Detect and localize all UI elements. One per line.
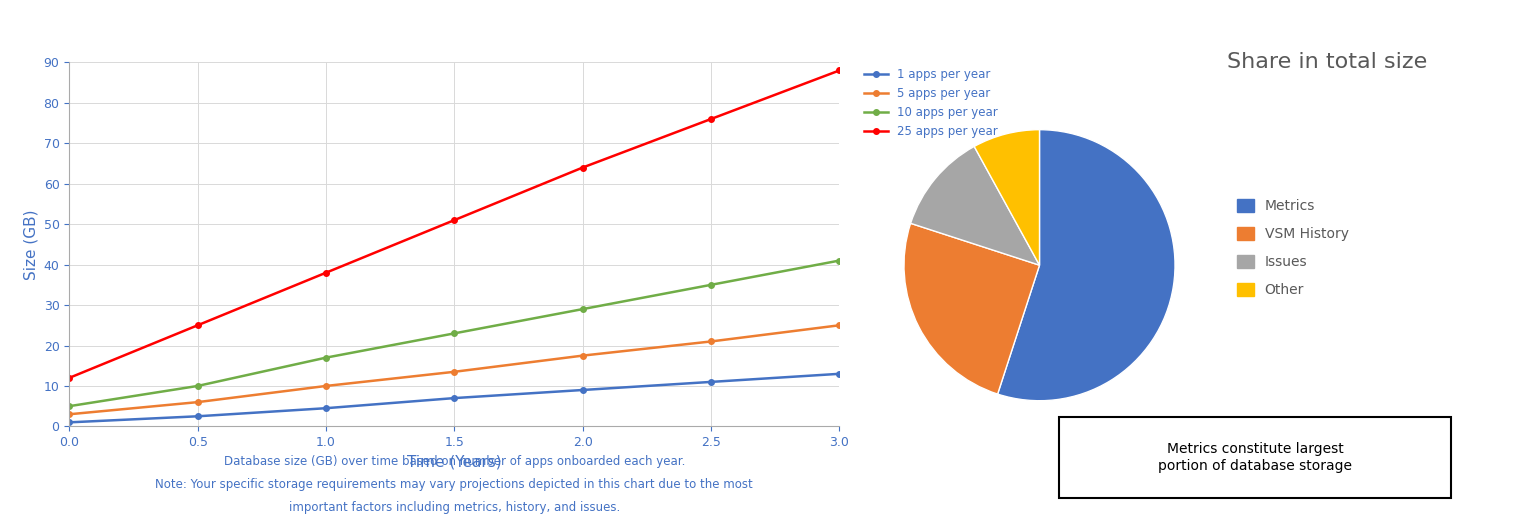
1 apps per year	[830, 371, 849, 377]
Line: 1 apps per year: 1 apps per year	[66, 371, 842, 425]
Title: Share in total size: Share in total size	[1227, 52, 1428, 72]
1 apps per year	[445, 395, 464, 401]
5 apps per year	[60, 411, 79, 418]
Line: 25 apps per year: 25 apps per year	[66, 68, 842, 381]
1 apps per year	[317, 405, 336, 411]
1 apps per year	[188, 413, 206, 420]
Text: important factors including metrics, history, and issues.: important factors including metrics, his…	[288, 501, 621, 514]
5 apps per year	[830, 322, 849, 329]
10 apps per year	[188, 383, 206, 389]
Wedge shape	[910, 147, 1040, 265]
10 apps per year	[317, 355, 336, 361]
FancyBboxPatch shape	[1060, 418, 1451, 498]
10 apps per year	[573, 306, 591, 312]
25 apps per year	[60, 375, 79, 381]
25 apps per year	[445, 217, 464, 223]
5 apps per year	[188, 399, 206, 405]
5 apps per year	[573, 353, 591, 359]
10 apps per year	[830, 257, 849, 264]
10 apps per year	[445, 330, 464, 336]
10 apps per year	[60, 403, 79, 409]
Wedge shape	[998, 129, 1175, 401]
Line: 10 apps per year: 10 apps per year	[66, 258, 842, 409]
5 apps per year	[317, 383, 336, 389]
Legend: 1 apps per year, 5 apps per year, 10 apps per year, 25 apps per year: 1 apps per year, 5 apps per year, 10 app…	[861, 64, 1001, 141]
25 apps per year	[188, 322, 206, 329]
Line: 5 apps per year: 5 apps per year	[66, 322, 842, 417]
Text: Note: Your specific storage requirements may vary projections depicted in this c: Note: Your specific storage requirements…	[156, 478, 753, 491]
25 apps per year	[702, 116, 721, 122]
X-axis label: Time (Years): Time (Years)	[407, 454, 502, 470]
5 apps per year	[702, 339, 721, 345]
Legend: Metrics, VSM History, Issues, Other: Metrics, VSM History, Issues, Other	[1234, 195, 1354, 301]
25 apps per year	[317, 269, 336, 276]
1 apps per year	[60, 419, 79, 425]
Text: Database size (GB) over time based on number of apps onboarded each year.: Database size (GB) over time based on nu…	[223, 455, 685, 468]
1 apps per year	[573, 387, 591, 393]
Y-axis label: Size (GB): Size (GB)	[23, 209, 38, 280]
Wedge shape	[904, 223, 1040, 394]
Wedge shape	[975, 129, 1040, 265]
5 apps per year	[445, 369, 464, 375]
25 apps per year	[830, 68, 849, 74]
25 apps per year	[573, 164, 591, 171]
Text: Metrics constitute largest
portion of database storage: Metrics constitute largest portion of da…	[1158, 443, 1352, 473]
10 apps per year	[702, 282, 721, 288]
1 apps per year	[702, 379, 721, 385]
